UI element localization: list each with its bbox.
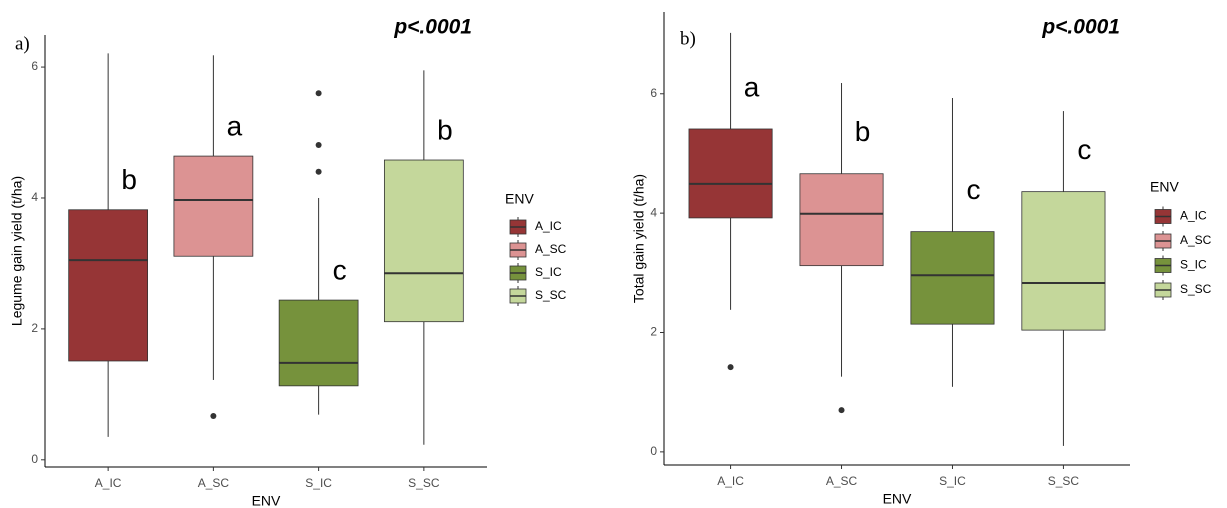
y-tick-label: 6 — [650, 86, 657, 100]
y-tick-label: 2 — [650, 325, 657, 339]
panel-label: b) — [680, 28, 696, 49]
box — [688, 128, 773, 219]
box — [910, 231, 995, 325]
outlier — [838, 407, 845, 414]
x-tick-label: S_IC — [939, 474, 966, 488]
x-tick-label: S_IC — [305, 476, 332, 490]
outlier — [315, 90, 322, 97]
legend-title: ENV — [1150, 179, 1179, 195]
x-tick-label: A_IC — [95, 476, 122, 490]
box — [1021, 191, 1106, 331]
y-axis-label: Total gain yield (t/ha) — [631, 174, 647, 303]
significance-letter: b — [437, 114, 453, 145]
box — [278, 299, 359, 387]
outlier — [727, 364, 734, 371]
chart-title: p<.0001 — [1041, 16, 1120, 39]
box — [383, 159, 464, 323]
significance-letter: b — [121, 164, 137, 195]
legend-label: S_IC — [1180, 258, 1207, 272]
significance-letter: c — [966, 174, 980, 205]
legend-label: A_SC — [1180, 233, 1212, 247]
legend-label: S_SC — [535, 288, 567, 302]
x-axis-label: ENV — [252, 493, 281, 508]
x-tick-label: A_IC — [717, 474, 744, 488]
significance-letter: c — [333, 254, 347, 285]
y-tick-label: 4 — [650, 205, 657, 219]
box — [173, 155, 254, 257]
y-tick-label: 0 — [31, 452, 38, 466]
legend-label: S_SC — [1180, 282, 1212, 296]
y-tick-label: 4 — [31, 190, 38, 204]
outlier — [315, 168, 322, 175]
x-tick-label: S_SC — [408, 476, 440, 490]
legend-title: ENV — [505, 191, 534, 207]
legend-label: S_IC — [535, 265, 562, 279]
legend-label: A_IC — [1180, 209, 1207, 223]
y-tick-label: 2 — [31, 321, 38, 335]
outlier — [210, 412, 217, 419]
significance-letter: a — [227, 110, 243, 141]
y-tick-label: 6 — [31, 59, 38, 73]
significance-letter: b — [855, 116, 871, 147]
x-axis-label: ENV — [883, 491, 912, 507]
x-tick-label: A_SC — [826, 474, 858, 488]
x-tick-label: A_SC — [198, 476, 230, 490]
significance-letter: a — [744, 71, 760, 102]
box — [68, 209, 149, 362]
legend-label: A_IC — [535, 219, 562, 233]
y-axis-label: Legume gain yield (t/ha) — [9, 176, 25, 326]
significance-letter: c — [1077, 134, 1091, 165]
panel-label: a) — [15, 33, 30, 54]
chart-title: p<.0001 — [393, 16, 472, 39]
legend-label: A_SC — [535, 242, 567, 256]
x-tick-label: S_SC — [1048, 474, 1080, 488]
outlier — [315, 141, 322, 148]
y-tick-label: 0 — [650, 444, 657, 458]
box — [799, 173, 884, 267]
